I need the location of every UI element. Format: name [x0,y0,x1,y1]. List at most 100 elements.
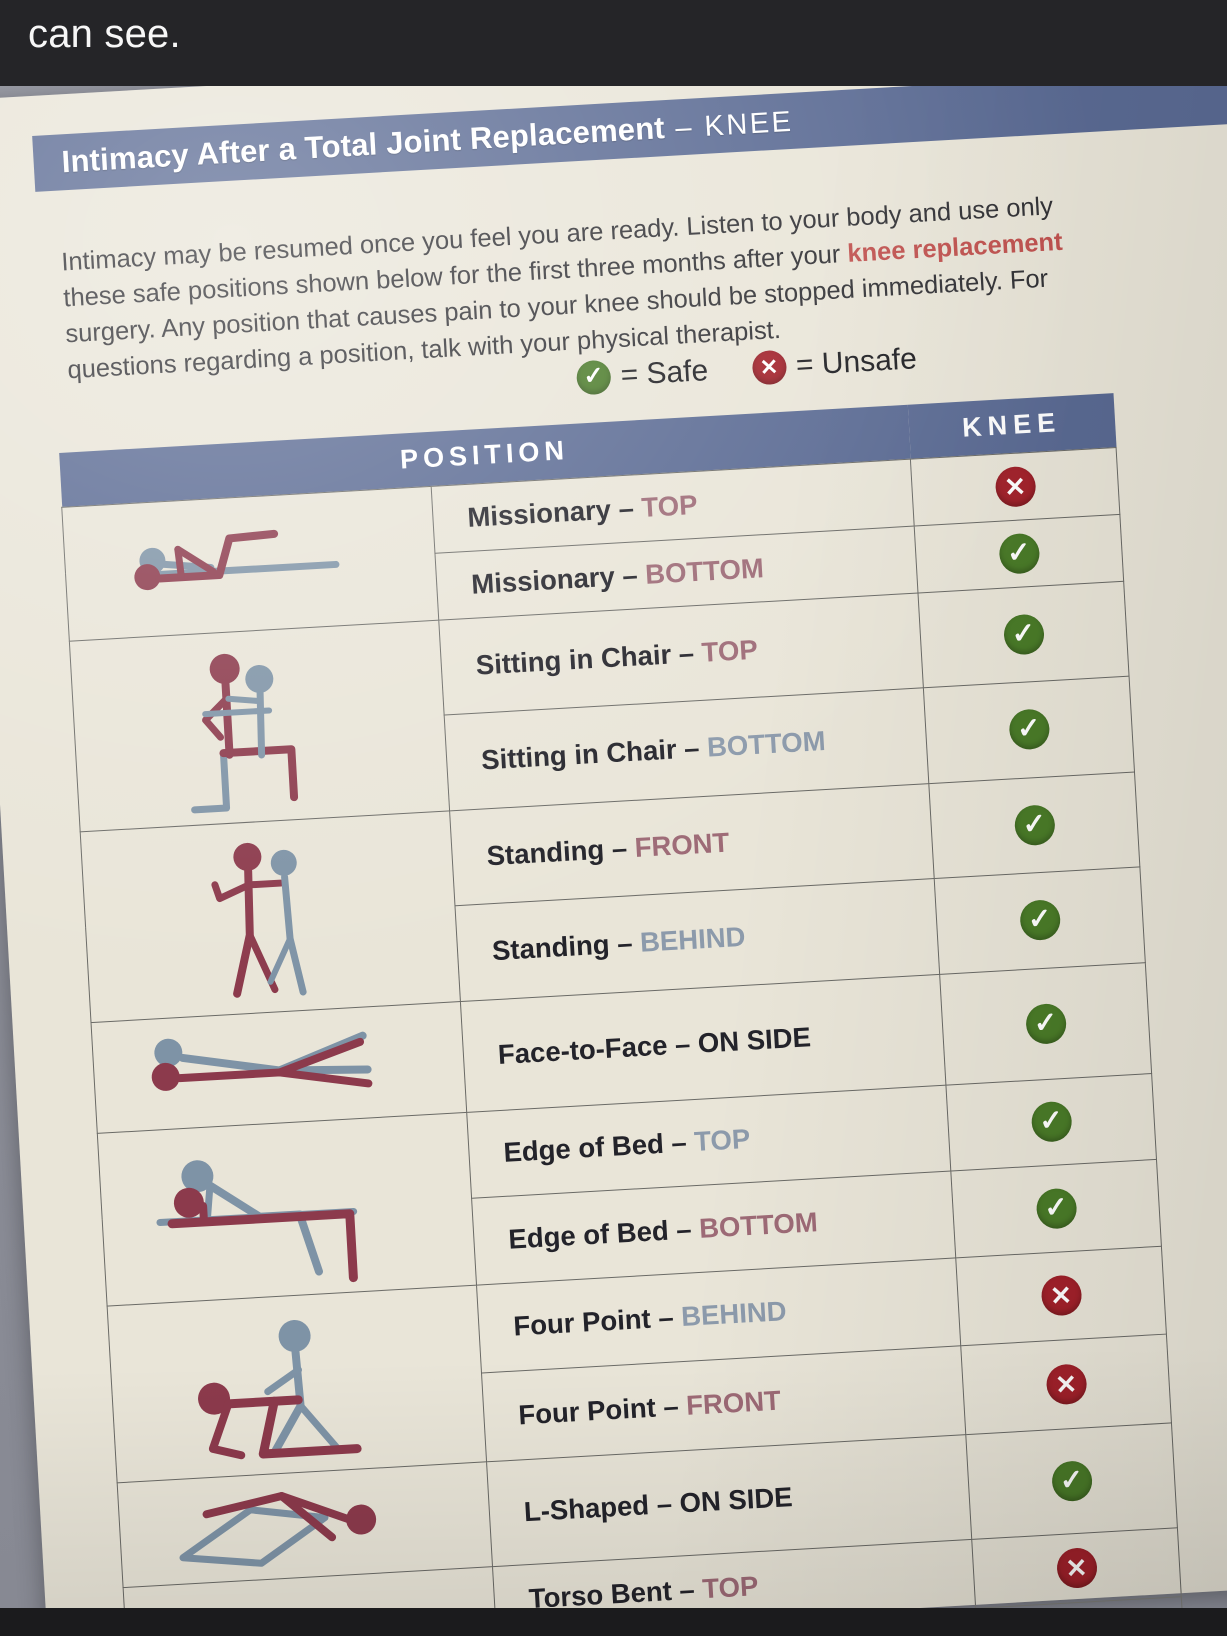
position-name: Missionary [466,493,612,533]
position-name: L-Shaped [523,1488,650,1527]
check-glyph: ✓ [582,361,605,391]
x-circle-icon: ✕ [1044,1363,1088,1406]
x-glyph: ✕ [1064,1552,1089,1584]
knee-status-cell: ✕ [971,1527,1182,1609]
position-dash: – [670,1573,704,1606]
legend-item-safe: ✓ = Safe [575,354,710,396]
caption-visible-line: can see. [28,12,181,56]
knee-status-cell: ✕ [910,447,1120,526]
title-banner: Intimacy After a Total Joint Replacement… [32,86,1227,192]
check-circle-icon: ✓ [1030,1100,1073,1144]
check-circle-icon: ✓ [1024,1002,1067,1045]
position-dash: – [670,636,703,670]
check-circle-icon: ✓ [1002,613,1045,656]
legend-label-unsafe: = Unsafe [795,342,918,383]
check-circle-icon: ✓ [1035,1187,1078,1230]
table-row: Face-to-Face – ON SIDE ✓ [90,962,1152,1133]
position-qualifier: ON SIDE [696,1020,812,1059]
table-row: Missionary – TOP ✕ [61,447,1120,641]
position-qualifier: TOP [640,488,699,523]
page-title: Intimacy After a Total Joint Replacement… [33,103,795,182]
position-qualifier: ON SIDE [678,1480,794,1518]
intro-highlight-1: knee replacement [846,227,1064,268]
position-dash: – [654,1389,688,1423]
x-glyph: ✕ [1003,470,1027,502]
knee-status-cell: ✓ [950,1159,1162,1258]
position-name: Standing [491,928,611,967]
position-dash: – [610,491,643,525]
position-dash: – [667,1212,701,1246]
position-dash: – [608,927,641,960]
knee-status-cell: ✓ [928,771,1140,879]
knee-status-cell: ✓ [917,580,1130,688]
title-separator: – [663,110,706,146]
app-bottom-bar [0,1608,1227,1636]
lying-missionary-icon [61,485,439,641]
four-point-icon [107,1284,487,1483]
check-circle-icon: ✓ [1050,1459,1093,1502]
check-circle-icon: ✓ [1018,899,1061,942]
photo-viewport: Intimacy After a Total Joint Replacement… [0,86,1227,1616]
x-circle-icon: ✕ [1055,1546,1098,1589]
check-glyph: ✓ [1016,712,1042,745]
position-qualifier: FRONT [633,826,731,863]
position-qualifier: FRONT [685,1384,782,1421]
sitting-chair-icon [69,619,450,832]
position-name: Edge of Bed [502,1128,665,1169]
l-shaped-side-icon [117,1461,493,1588]
position-qualifier: TOP [700,633,759,668]
title-main: Intimacy After a Total Joint Replacement [60,110,666,180]
position-dash: – [603,831,636,865]
position-dash: – [666,1027,699,1060]
check-glyph: ✓ [1006,535,1032,568]
position-qualifier: BEHIND [639,921,747,959]
check-glyph: ✓ [1027,902,1053,935]
handout-page: Intimacy After a Total Joint Replacement… [0,86,1227,1616]
position-name: Sitting in Chair [474,638,672,681]
position-dash: – [662,1126,696,1160]
table-row: Standing – FRONT ✓ [80,771,1140,1023]
legend-label-safe: = Safe [619,354,710,392]
app-top-bar: much that a person standing nearby can s… [0,0,1227,86]
x-glyph: ✕ [1054,1368,1078,1400]
position-qualifier: BOTTOM [698,1205,819,1244]
legend-item-unsafe: ✕ = Unsafe [751,342,918,386]
check-glyph: ✓ [1010,616,1037,649]
knee-status-cell: ✕ [955,1245,1167,1346]
x-circle-icon: ✕ [994,465,1037,508]
position-name: Standing [485,833,606,872]
edge-of-bed-icon [97,1111,477,1306]
check-glyph: ✓ [1032,1005,1059,1039]
position-qualifier: TOP [701,1569,760,1605]
position-name: Face-to-Face [497,1028,669,1070]
check-circle-icon: ✓ [575,359,612,396]
position-dash: – [649,1301,683,1335]
intro-paragraph: Intimacy may be resumed once you feel yo… [60,187,1087,389]
knee-status-cell: ✕ [960,1334,1172,1435]
title-subtitle: KNEE [703,105,795,143]
check-glyph: ✓ [1038,1104,1064,1137]
x-circle-icon: ✕ [1039,1274,1083,1317]
face-to-face-side-icon [90,1001,467,1133]
knee-status-cell: ✓ [965,1422,1178,1539]
check-circle-icon: ✓ [997,532,1041,575]
table-row: Four Point – BEHIND ✕ [107,1245,1167,1483]
x-glyph: ✕ [1049,1280,1073,1312]
check-circle-icon: ✓ [1013,803,1056,847]
position-name: Four Point [512,1303,652,1342]
position-qualifier: BOTTOM [706,725,827,763]
x-glyph: ✕ [759,354,779,381]
check-glyph: ✓ [1043,1190,1069,1224]
position-qualifier: TOP [693,1123,752,1158]
x-circle-icon: ✕ [751,349,787,386]
check-glyph: ✓ [1058,1463,1085,1496]
position-dash: – [613,558,647,592]
table-row: Sitting in Chair – TOP ✓ [69,580,1130,832]
knee-status-cell: ✓ [914,513,1124,593]
position-name: Four Point [517,1391,657,1431]
check-circle-icon: ✓ [1007,708,1051,751]
check-glyph: ✓ [1021,807,1047,840]
table-body: Missionary – TOP ✕ Missionary – BOTTOM ✓ Sit… [61,447,1186,1616]
knee-status-cell: ✓ [945,1073,1157,1172]
position-qualifier: BOTTOM [644,551,765,590]
